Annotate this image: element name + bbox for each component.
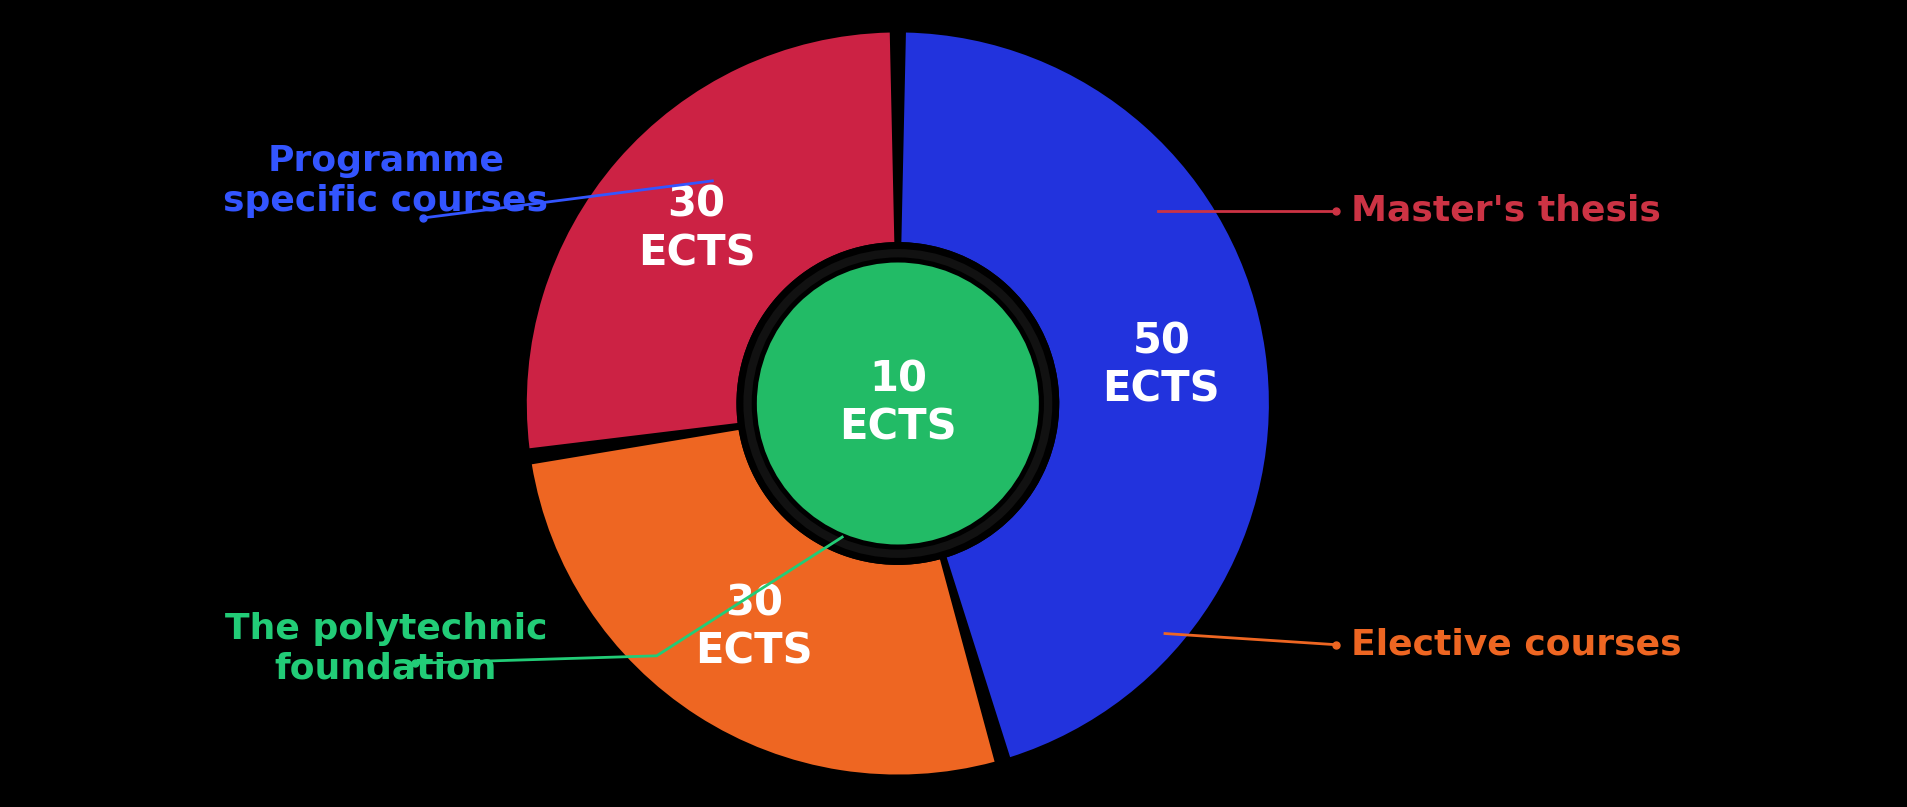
- Text: Master's thesis: Master's thesis: [1350, 194, 1661, 228]
- Circle shape: [748, 253, 1049, 554]
- Text: 30
ECTS: 30 ECTS: [637, 184, 755, 274]
- Text: The polytechnic
foundation: The polytechnic foundation: [225, 612, 547, 685]
- Wedge shape: [526, 32, 894, 448]
- Text: 10
ECTS: 10 ECTS: [839, 358, 957, 449]
- Text: Elective courses: Elective courses: [1350, 628, 1682, 662]
- Circle shape: [757, 262, 1039, 545]
- Text: Programme
specific courses: Programme specific courses: [223, 144, 549, 218]
- Wedge shape: [902, 32, 1268, 757]
- Wedge shape: [532, 430, 995, 775]
- Text: 50
ECTS: 50 ECTS: [1102, 320, 1220, 411]
- Circle shape: [736, 242, 1058, 565]
- Text: 30
ECTS: 30 ECTS: [696, 582, 812, 673]
